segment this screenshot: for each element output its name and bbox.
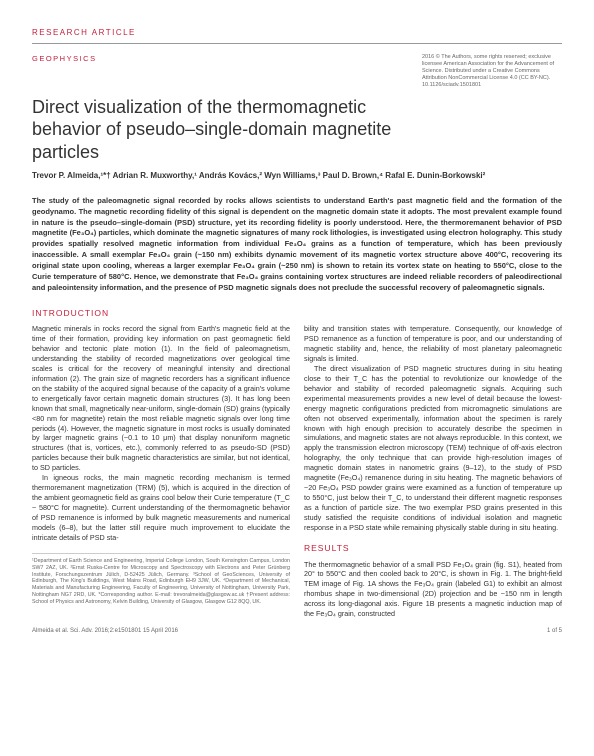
results-block: RESULTS The thermomagnetic behavior of a… bbox=[304, 543, 562, 619]
intro-paragraph-3: bility and transition states with temper… bbox=[304, 324, 562, 364]
right-column: bility and transition states with temper… bbox=[304, 324, 562, 619]
affiliations: ¹Department of Earth Science and Enginee… bbox=[32, 553, 290, 606]
intro-paragraph-4: The direct visualization of PSD magnetic… bbox=[304, 364, 562, 533]
body-columns: Magnetic minerals in rocks record the si… bbox=[32, 324, 562, 619]
results-heading: RESULTS bbox=[304, 543, 562, 555]
section-label: GEOPHYSICS bbox=[32, 54, 97, 64]
rights-text: 2016 © The Authors, some rights reserved… bbox=[422, 54, 562, 90]
footer-citation: Almeida et al. Sci. Adv. 2016;2:e1501801… bbox=[32, 627, 178, 635]
authors-list: Trevor P. Almeida,¹*† Adrian R. Muxworth… bbox=[32, 171, 562, 182]
introduction-heading: INTRODUCTION bbox=[32, 308, 562, 319]
intro-paragraph-2: In igneous rocks, the main magnetic reco… bbox=[32, 473, 290, 543]
header-row: GEOPHYSICS 2016 © The Authors, some righ… bbox=[32, 54, 562, 90]
left-column: Magnetic minerals in rocks record the si… bbox=[32, 324, 290, 619]
page-footer: Almeida et al. Sci. Adv. 2016;2:e1501801… bbox=[32, 627, 562, 635]
article-type-label: RESEARCH ARTICLE bbox=[32, 28, 562, 39]
page-number: 1 of 5 bbox=[547, 627, 562, 635]
header-divider bbox=[32, 43, 562, 44]
abstract: The study of the paleomagnetic signal re… bbox=[32, 196, 562, 294]
results-paragraph-1: The thermomagnetic behavior of a small P… bbox=[304, 560, 562, 620]
intro-paragraph-1: Magnetic minerals in rocks record the si… bbox=[32, 324, 290, 473]
article-title: Direct visualization of the thermomagnet… bbox=[32, 96, 412, 164]
